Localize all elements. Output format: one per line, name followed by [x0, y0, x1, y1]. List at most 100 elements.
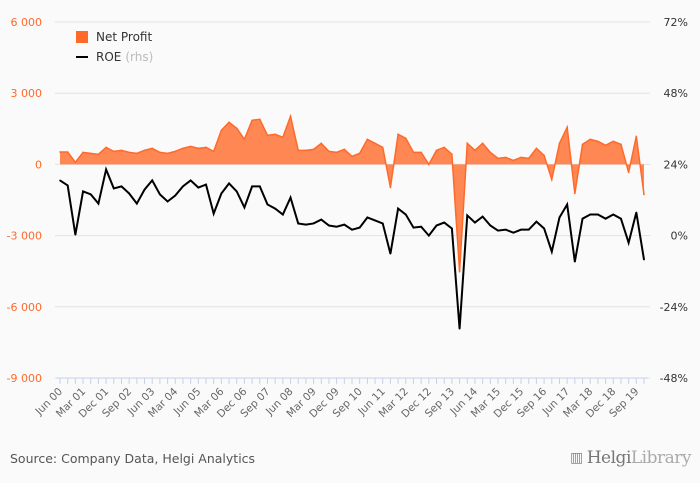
- roe-point: [381, 222, 384, 225]
- net-profit-point: [527, 157, 530, 160]
- net-profit-point: [136, 152, 138, 155]
- net-profit-point: [374, 142, 376, 145]
- roe-point: [520, 228, 522, 231]
- net-profit-point: [212, 150, 215, 153]
- roe-point: [374, 219, 376, 222]
- roe-point: [474, 221, 476, 224]
- library-icon: ▥: [570, 450, 583, 466]
- net-profit-point: [120, 149, 123, 152]
- net-profit-point: [166, 152, 169, 155]
- right-axis-tick-label: 0%: [671, 230, 688, 243]
- left-axis-tick-label: -3 000: [7, 230, 42, 243]
- roe-point: [74, 233, 77, 236]
- roe-point: [305, 223, 307, 226]
- net-profit-point: [635, 135, 638, 138]
- roe-point: [282, 213, 284, 216]
- net-profit-point: [328, 150, 330, 153]
- net-profit-point: [266, 134, 269, 137]
- roe-point: [389, 252, 392, 255]
- right-axis-tick-label: 48%: [664, 87, 688, 100]
- roe-point: [420, 225, 422, 228]
- net-profit-point: [604, 144, 607, 147]
- net-profit-point: [458, 270, 461, 273]
- roe-point: [112, 187, 115, 190]
- roe-point: [197, 186, 200, 189]
- roe-point: [581, 217, 584, 220]
- net-profit-point: [243, 138, 246, 141]
- legend-label: Net Profit: [96, 30, 153, 44]
- net-profit-point: [620, 143, 622, 146]
- roe-point: [166, 200, 169, 203]
- net-profit-point: [274, 133, 276, 136]
- net-profit-point: [320, 142, 323, 145]
- legend: Net Profit ROE (rhs): [76, 27, 153, 67]
- net-profit-point: [474, 149, 476, 152]
- net-profit-point: [143, 149, 146, 152]
- chart: 6 000 72% 3 000 48% 0 24% -3 000 0% -6 000 -24% -9…: [7, 16, 688, 420]
- roe-point: [205, 183, 207, 186]
- net-profit-point: [105, 146, 107, 149]
- roe-point: [251, 185, 253, 188]
- net-profit-point: [489, 151, 492, 154]
- roe-point: [220, 192, 223, 195]
- roe-point: [189, 179, 192, 182]
- net-profit-point: [220, 129, 223, 132]
- legend-label: ROE: [96, 50, 122, 64]
- roe-point: [343, 223, 346, 226]
- net-profit-point: [189, 145, 192, 148]
- logo-bold: Helgi: [586, 448, 632, 468]
- net-profit-point: [205, 146, 207, 149]
- roe-point: [297, 222, 300, 225]
- roe-point: [358, 226, 361, 229]
- roe-point: [620, 217, 622, 220]
- legend-item-roe[interactable]: ROE (rhs): [76, 47, 153, 67]
- roe-point: [574, 260, 576, 263]
- net-profit-point: [428, 163, 430, 166]
- left-axis-tick-label: 6 000: [11, 16, 43, 29]
- roe-point: [66, 184, 69, 187]
- legend-item-net-profit[interactable]: Net Profit: [76, 27, 153, 47]
- roe-point: [489, 224, 492, 227]
- left-axis-tick-label: -6 000: [7, 301, 42, 314]
- net-profit-point: [66, 151, 69, 153]
- roe-point: [443, 221, 446, 224]
- net-profit-point: [128, 151, 130, 154]
- right-axis-tick-label: -24%: [660, 301, 688, 314]
- net-profit-area: [60, 116, 644, 272]
- legend-rhs-note: (rhs): [125, 50, 154, 64]
- roe-point: [435, 224, 438, 227]
- net-profit-point: [174, 150, 177, 153]
- left-axis-tick-label: 0: [35, 158, 42, 171]
- roe-point: [258, 185, 261, 188]
- roe-point: [89, 193, 92, 196]
- net-profit-point: [466, 142, 469, 145]
- net-profit-point: [351, 155, 353, 158]
- net-profit-point: [366, 138, 369, 141]
- roe-point: [512, 231, 515, 234]
- roe-point: [397, 207, 399, 210]
- net-profit-point: [59, 151, 61, 153]
- net-profit-point: [312, 148, 315, 151]
- net-profit-point: [89, 152, 92, 155]
- roe-point: [635, 211, 638, 214]
- net-profit-point: [581, 143, 584, 146]
- net-profit-point: [504, 156, 507, 159]
- roe-point: [527, 228, 530, 231]
- net-profit-point: [297, 149, 300, 152]
- net-profit-point: [343, 148, 346, 151]
- roe-point: [82, 190, 84, 193]
- roe-point: [159, 193, 161, 196]
- roe-point: [320, 218, 323, 221]
- net-profit-swatch: [76, 31, 88, 43]
- net-profit-point: [481, 142, 484, 145]
- net-profit-point: [535, 147, 538, 150]
- right-axis-tick-label: 24%: [664, 158, 688, 171]
- net-profit-point: [404, 137, 407, 140]
- roe-point: [412, 226, 415, 229]
- helgi-library-logo[interactable]: ▥ Helgi Library: [570, 448, 692, 468]
- roe-point: [543, 227, 545, 230]
- net-profit-point: [558, 142, 561, 145]
- net-profit-point: [235, 127, 238, 130]
- net-profit-point: [251, 119, 253, 122]
- roe-point: [212, 212, 215, 215]
